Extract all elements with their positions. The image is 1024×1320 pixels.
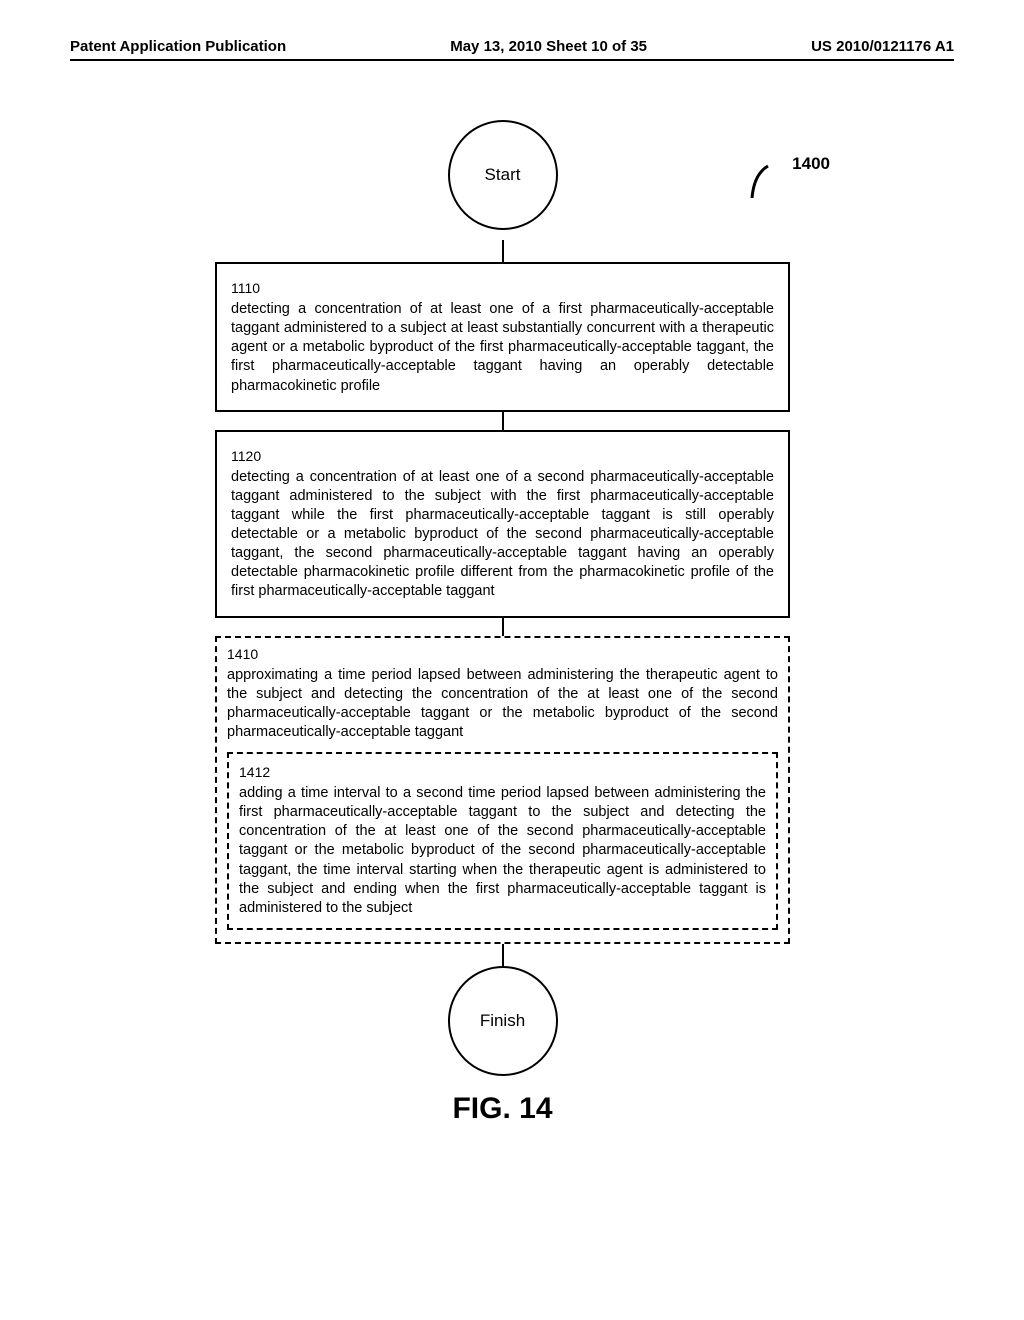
start-label: Start <box>485 165 521 185</box>
header-right: US 2010/0121176 A1 <box>811 38 954 55</box>
step-number: 1120 <box>231 448 774 464</box>
step-number: 1110 <box>231 280 774 296</box>
step-1412: 1412 adding a time interval to a second … <box>227 752 778 930</box>
step-number: 1412 <box>239 764 766 780</box>
finish-label: Finish <box>480 1011 525 1031</box>
ref-leader-icon <box>740 162 780 202</box>
header-center: May 13, 2010 Sheet 10 of 35 <box>450 38 647 55</box>
finish-row: Finish <box>215 966 790 1086</box>
start-row: Start 1400 <box>215 120 790 240</box>
connector <box>502 412 504 430</box>
step-text: approximating a time period lapsed betwe… <box>227 666 778 743</box>
figure-label: FIG. 14 <box>215 1092 790 1126</box>
step-1110: 1110 detecting a concentration of at lea… <box>215 262 790 412</box>
header-left: Patent Application Publication <box>70 38 286 55</box>
step-text: detecting a concentration of at least on… <box>231 300 774 396</box>
header-row: Patent Application Publication May 13, 2… <box>70 38 954 55</box>
step-1120: 1120 detecting a concentration of at lea… <box>215 430 790 618</box>
step-1410: 1410 approximating a time period lapsed … <box>215 636 790 944</box>
start-terminator: Start <box>448 120 558 230</box>
step-text: adding a time interval to a second time … <box>239 784 766 918</box>
step-number: 1410 <box>227 646 778 662</box>
flowchart: Start 1400 1110 detecting a concentratio… <box>215 120 790 1126</box>
finish-terminator: Finish <box>448 966 558 1076</box>
page-header: Patent Application Publication May 13, 2… <box>0 38 1024 61</box>
connector <box>502 944 504 966</box>
step-text: detecting a concentration of at least on… <box>231 468 774 602</box>
connector <box>502 618 504 636</box>
header-rule <box>70 59 954 61</box>
diagram-ref-number: 1400 <box>792 154 830 174</box>
connector <box>502 240 504 262</box>
